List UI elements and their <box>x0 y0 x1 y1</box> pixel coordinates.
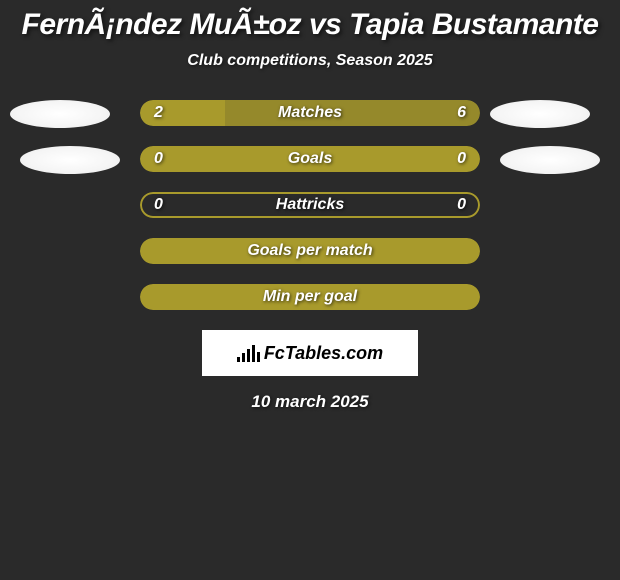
logo-text: FcTables.com <box>264 343 383 364</box>
stat-value-right: 0 <box>457 196 466 214</box>
stat-row: Min per goal <box>0 284 620 310</box>
stat-bar: Goals 0 0 <box>140 146 480 172</box>
logo: FcTables.com <box>237 343 383 364</box>
stat-value-left: 0 <box>154 196 163 214</box>
stat-bar: Hattricks 0 0 <box>140 192 480 218</box>
subtitle: Club competitions, Season 2025 <box>0 52 620 70</box>
stat-row: Matches 2 6 <box>0 100 620 126</box>
page-title: FernÃ¡ndez MuÃ±oz vs Tapia Bustamante <box>0 0 620 42</box>
logo-bars-icon <box>237 344 260 362</box>
stat-value-left: 0 <box>154 150 163 168</box>
logo-box: FcTables.com <box>202 330 418 376</box>
comparison-chart: Matches 2 6 Goals 0 0 Hattricks 0 0 Goals per mat… <box>0 100 620 310</box>
bar-segment-right <box>225 100 480 126</box>
stat-label: Matches <box>278 104 342 122</box>
stat-bar: Goals per match <box>140 238 480 264</box>
bar-segment-left <box>140 100 225 126</box>
stat-value-right: 0 <box>457 150 466 168</box>
stat-bar: Min per goal <box>140 284 480 310</box>
stat-row: Hattricks 0 0 <box>0 192 620 218</box>
date: 10 march 2025 <box>0 392 620 412</box>
stat-value-right: 6 <box>457 104 466 122</box>
stat-value-left: 2 <box>154 104 163 122</box>
stat-label: Hattricks <box>276 196 344 214</box>
stat-row: Goals per match <box>0 238 620 264</box>
stat-label: Goals <box>288 150 332 168</box>
stat-bar: Matches 2 6 <box>140 100 480 126</box>
stat-row: Goals 0 0 <box>0 146 620 172</box>
stat-label: Min per goal <box>263 288 357 306</box>
stat-label: Goals per match <box>247 242 372 260</box>
